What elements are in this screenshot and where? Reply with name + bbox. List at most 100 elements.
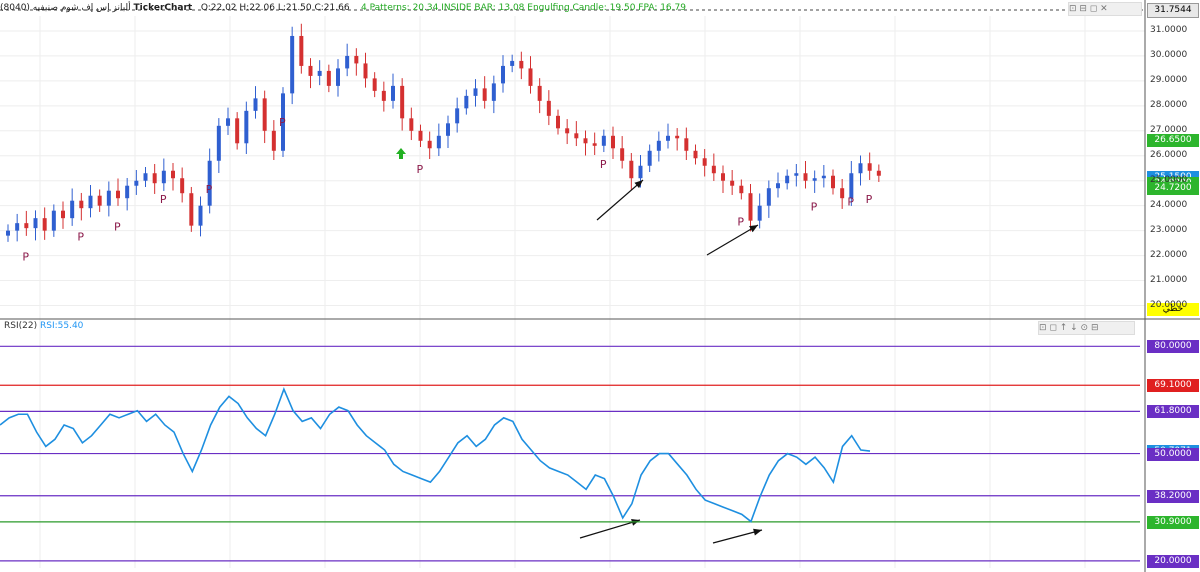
candle-body	[620, 148, 625, 161]
candle-body	[189, 193, 194, 226]
symbol-label: (8040) أليانز إس إف شوم صنيفيه	[0, 3, 131, 13]
candle-body	[528, 68, 533, 86]
price-axis-tick: 22.0000	[1150, 249, 1188, 260]
candle-body	[675, 135, 680, 139]
up-arrow-icon	[396, 148, 406, 159]
annotation-arrow-head	[634, 180, 643, 189]
candle-body	[601, 135, 606, 146]
candle-body	[290, 35, 295, 94]
candle-body	[455, 108, 460, 124]
candle-body	[381, 90, 386, 101]
candle-body	[6, 230, 10, 236]
annotation-arrow	[596, 179, 644, 221]
price-axis-tick: 27.0000	[1150, 124, 1188, 135]
candle-body	[336, 68, 340, 86]
candle-body	[510, 60, 515, 66]
annotation-arrow-head	[749, 225, 758, 233]
candle-body	[638, 165, 643, 179]
candle-body	[161, 170, 166, 184]
candle-body	[180, 178, 185, 194]
price-axis-tick: 31.0000	[1150, 24, 1188, 35]
candle-body	[821, 175, 826, 179]
rsi-line	[0, 387, 871, 523]
candle-body	[501, 65, 505, 84]
candle-body	[748, 193, 753, 221]
candle-body	[684, 138, 689, 151]
pattern-marker: P	[114, 221, 121, 234]
pattern-marker: P	[811, 201, 818, 214]
candle-body	[308, 65, 313, 76]
candle-body	[207, 160, 212, 206]
candle-body	[556, 115, 560, 129]
candle-body	[317, 70, 322, 76]
pattern-marker: P	[279, 116, 286, 129]
pattern-marker: P	[22, 251, 29, 264]
pattern-marker: P	[847, 196, 854, 209]
price-axis-tick: 30.0000	[1150, 49, 1188, 60]
candle-body	[629, 160, 634, 179]
price-axis-tick: 20.0000	[1150, 299, 1188, 310]
candle-body	[363, 63, 368, 79]
price-panel-toolbar[interactable]: ⊡ ⊟ ◻ ✕	[1068, 2, 1142, 16]
pattern-marker: P	[206, 183, 213, 196]
candle-body	[794, 173, 799, 176]
rsi-level-tag: 20.0000	[1147, 554, 1199, 568]
candle-body	[372, 78, 377, 91]
candle-body	[546, 100, 551, 116]
rsi-level-tag: 50.0000	[1147, 447, 1199, 461]
pattern-marker: P	[866, 193, 873, 206]
candle-body	[345, 55, 350, 69]
annotation-arrow	[579, 519, 641, 539]
brand-label: TickerChart	[133, 3, 193, 13]
candle-body	[262, 98, 267, 131]
pattern-marker: P	[417, 163, 424, 176]
pattern-marker: P	[600, 158, 607, 171]
candle-body	[876, 170, 881, 176]
candle-body	[152, 173, 157, 184]
price-axis-tick: 23.0000	[1150, 224, 1188, 235]
candle-body	[766, 188, 771, 206]
candle-body	[473, 88, 478, 96]
pattern-marker: P	[160, 193, 167, 206]
candle-body	[565, 128, 570, 134]
candle-body	[858, 163, 863, 174]
price-level-tag: 26.6500	[1147, 133, 1199, 147]
candle-body	[739, 185, 744, 194]
price-axis-tick: 21.0000	[1150, 274, 1188, 285]
candle-body	[33, 218, 38, 229]
rsi-level-tag: 38.2000	[1147, 489, 1199, 503]
header-bar: (8040) أليانز إس إف شوم صنيفيه TickerCha…	[0, 0, 1145, 16]
candle-body	[831, 175, 835, 189]
pattern-marker: P	[77, 231, 84, 244]
candle-body	[647, 150, 652, 166]
patterns-label: 4 Patterns: 20.34 INSIDE BAR: 13.08 Engu…	[361, 3, 686, 13]
candle-body	[482, 88, 487, 101]
candle-body	[134, 180, 139, 186]
candle-body	[592, 143, 597, 146]
rsi-level-tag: 69.1000	[1147, 379, 1199, 393]
candle-body	[812, 178, 817, 181]
rsi-panel-toolbar[interactable]: ⊡ ◻ ↑ ↓ ⊙ ⊟	[1038, 321, 1135, 335]
candle-body	[785, 175, 790, 184]
candle-body	[24, 223, 29, 229]
rsi-level-tag: 61.8000	[1147, 405, 1199, 419]
candle-body	[409, 118, 414, 131]
rsi-level-tag: 80.0000	[1147, 340, 1199, 354]
candle-body	[446, 123, 450, 136]
candle-body	[226, 118, 230, 126]
candle-body	[244, 110, 249, 144]
candle-body	[537, 85, 542, 101]
rsi-level-tag: 30.9000	[1147, 515, 1199, 529]
candle-body	[427, 140, 432, 149]
candle-body	[143, 173, 148, 181]
candle-body	[418, 130, 423, 141]
rsi-title: RSI(22) RSI:55.40	[4, 321, 83, 331]
pattern-marker: P	[737, 216, 744, 229]
candle-body	[253, 98, 258, 111]
ohlc-label: O:22.02 H:22.06 L:21.50 C:21.66	[200, 3, 350, 13]
candle-body	[15, 223, 20, 231]
candle-body	[354, 55, 359, 64]
candle-body	[299, 35, 304, 66]
candle-body	[326, 70, 331, 86]
chart-type-tag: خطي	[1147, 303, 1199, 316]
